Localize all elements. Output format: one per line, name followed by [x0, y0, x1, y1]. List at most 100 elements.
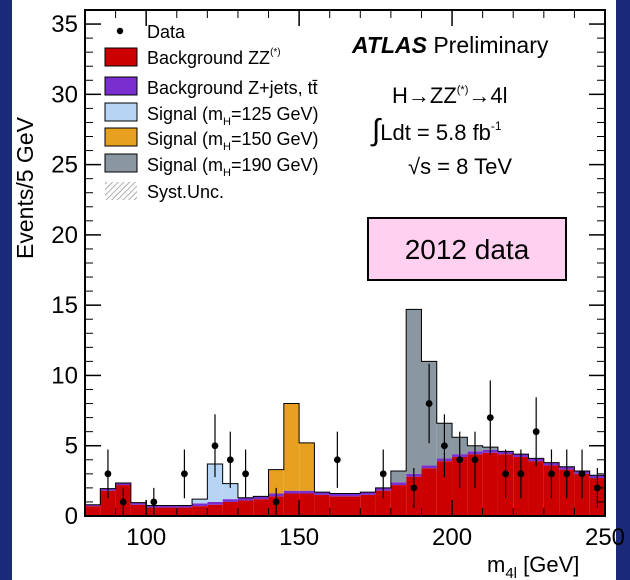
bar-zjets-110 [176, 505, 193, 508]
data-marker [471, 456, 479, 464]
bar-zjets-130 [237, 497, 254, 501]
data-marker [119, 498, 127, 506]
data-marker [379, 470, 387, 478]
legend-zz-swatch [104, 47, 138, 67]
data-marker [548, 470, 555, 478]
bar-signal-150-145 [283, 403, 300, 491]
atlas-word: ATLAS [351, 32, 428, 58]
legend-signal-150-label: Signal (mH=150 GeV) [147, 129, 319, 153]
data-point-20 [563, 449, 571, 499]
data-point-1 [119, 487, 127, 516]
data-point-2 [150, 487, 158, 516]
data-marker [150, 498, 158, 506]
y-tick-label: 15 [51, 292, 78, 319]
legend-signal-150-sub: H [223, 141, 231, 153]
data-point-17 [517, 449, 525, 499]
x-axis-title: m4l [GeV] [487, 552, 579, 580]
x-tick-label: 200 [432, 524, 472, 551]
bar-zz-165 [345, 496, 361, 516]
legend-zz-sup: (*) [270, 47, 281, 58]
legend-entry-signal-125: Signal (mH=125 GeV) [104, 102, 319, 128]
bar-zz-110 [176, 507, 193, 516]
bar-zz-225 [528, 461, 544, 516]
luminosity-integral: ∫ [370, 114, 382, 147]
data-point-15 [486, 380, 494, 455]
bar-signal-190-185 [406, 309, 422, 474]
data-point-12 [441, 414, 448, 478]
bar-zz-115 [192, 506, 208, 516]
bar-zjets-190 [421, 465, 437, 469]
data-marker [226, 456, 234, 464]
legend-signal-190-swatch [104, 153, 138, 173]
bar-zjets-170 [360, 492, 376, 495]
bar-zz-135 [253, 499, 269, 516]
luminosity-value: Ldt = 5.8 fb [380, 120, 491, 145]
y-tick-label: 25 [51, 152, 78, 179]
legend-entry-data: Data [116, 22, 186, 42]
legend-signal-150-swatch [104, 127, 138, 147]
data-point-7 [272, 487, 280, 516]
x-axis-title-main: m [487, 552, 505, 577]
bar-zjets-125 [222, 499, 238, 502]
legend-data-marker [116, 27, 124, 35]
data-point-21 [578, 449, 586, 499]
bar-zz-195 [436, 461, 453, 516]
y-tick-label: 5 [65, 433, 78, 460]
x-tick-label: 250 [585, 524, 625, 551]
bar-zz-145 [283, 493, 300, 516]
y-tick-label: 35 [51, 11, 78, 38]
data-marker [272, 498, 280, 506]
legend-signal-125-name: Signal (m [147, 104, 223, 124]
data-year-box: 2012 data [367, 217, 567, 281]
legend-signal-190-name: Signal (m [147, 155, 223, 175]
y-tick-label: 20 [51, 222, 78, 249]
bar-zjets-145 [283, 490, 300, 494]
legend-data-label: Data [147, 22, 186, 42]
bar-zz-95 [130, 504, 147, 516]
data-point-3 [181, 449, 188, 499]
legend-entry-zjets: Background Z+jets, tt̄ [104, 76, 318, 98]
bar-zjets-120 [207, 501, 223, 505]
data-point-18 [532, 397, 540, 467]
data-year-box-background [367, 217, 567, 281]
legend-syst-unc-swatch [105, 182, 137, 200]
legend-entry-zz: Background ZZ(*) [104, 47, 281, 68]
data-point-16 [502, 449, 509, 499]
luminosity-label: ∫Ldt = 5.8 fb-1 [370, 114, 502, 147]
bar-zjets-155 [314, 492, 330, 495]
data-points [104, 363, 601, 516]
axis-ticks: 0 5 10 15 20 25 30 35 100 150 200 250 [51, 10, 625, 551]
data-point-6 [242, 449, 249, 499]
data-marker [211, 442, 219, 450]
bar-signal-125-125 [222, 483, 238, 500]
bar-zjets-95 [130, 502, 147, 505]
data-point-5 [226, 431, 234, 488]
bar-zz-105 [161, 507, 177, 516]
energy-label: √s = 8 TeV [408, 154, 512, 179]
data-marker [333, 456, 341, 464]
legend-signal-150-end: =150 GeV) [231, 129, 319, 149]
luminosity-sup: -1 [491, 119, 502, 133]
atlas-label: ATLAS Preliminary [351, 32, 549, 58]
stack-outline [84, 308, 606, 516]
bar-zjets-150 [299, 490, 315, 494]
legend-zjets-swatch [104, 76, 138, 96]
x-tick-label: 150 [279, 524, 319, 551]
data-marker [181, 470, 188, 478]
legend-entry-signal-190: Signal (mH=190 GeV) [104, 153, 319, 179]
legend-signal-190-end: =190 GeV) [231, 155, 319, 175]
data-point-9 [379, 449, 387, 499]
process-sup: (*) [457, 84, 469, 96]
bar-zjets-180 [390, 482, 407, 486]
data-marker [517, 470, 525, 478]
y-axis-title: Events/5 GeV [12, 116, 38, 259]
preliminary-word: Preliminary [427, 32, 549, 58]
data-marker [486, 414, 494, 422]
process-main: H→ZZ [392, 83, 457, 108]
legend-entry-syst-unc: Syst.Unc. [105, 182, 224, 202]
legend-signal-190-sub: H [223, 167, 231, 179]
data-marker [563, 470, 571, 478]
bar-zjets-105 [161, 505, 177, 508]
bar-zjets-90 [115, 482, 131, 486]
